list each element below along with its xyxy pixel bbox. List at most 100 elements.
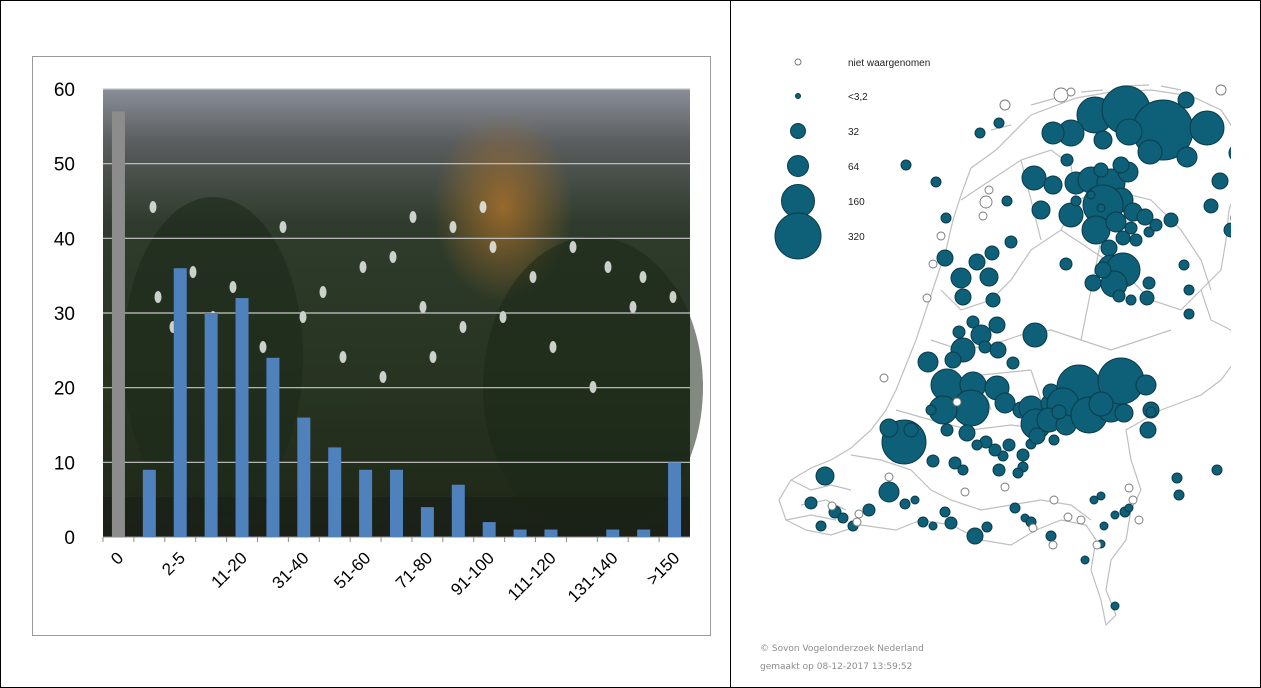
bar-1 — [142, 469, 156, 537]
bar->150 — [668, 462, 682, 537]
observation-marker — [862, 503, 876, 517]
not-observed-marker — [979, 195, 993, 209]
observation-marker — [900, 159, 912, 171]
observation-marker — [948, 456, 962, 470]
observation-marker — [1163, 212, 1179, 228]
observation-marker — [950, 267, 972, 289]
observation-marker — [1096, 203, 1106, 213]
observation-marker — [1070, 195, 1082, 207]
observation-marker — [1105, 211, 1127, 233]
observation-marker — [1173, 489, 1185, 501]
observation-marker — [1135, 374, 1157, 396]
observation-marker — [1228, 146, 1231, 160]
observation-marker — [952, 389, 990, 427]
observation-marker — [1009, 502, 1021, 514]
legend-symbol — [774, 212, 822, 260]
not-observed-marker — [936, 231, 946, 241]
observation-marker — [1145, 406, 1157, 418]
not-observed-marker — [1028, 523, 1038, 533]
y-tick-label: 60 — [54, 80, 75, 101]
not-observed-marker — [928, 259, 938, 269]
not-observed-marker — [1124, 483, 1134, 493]
observation-marker — [971, 439, 983, 451]
observation-marker — [1177, 91, 1195, 109]
not-observed-marker — [852, 517, 862, 527]
observation-marker — [940, 423, 954, 437]
observation-marker — [1124, 221, 1138, 235]
bar-41-50 — [328, 447, 342, 537]
observation-marker — [1012, 467, 1024, 479]
not-observed-marker — [1000, 482, 1010, 492]
observation-marker — [1058, 202, 1084, 228]
observation-marker — [899, 498, 911, 510]
observation-marker — [1112, 289, 1126, 303]
bar-21-30 — [266, 357, 280, 537]
x-tick-label: 51-60 — [330, 548, 374, 592]
observation-marker — [1223, 222, 1231, 238]
observation-marker — [940, 212, 952, 224]
observation-marker — [1093, 130, 1113, 150]
observation-marker — [1112, 156, 1130, 174]
observation-marker — [1110, 601, 1120, 611]
observation-marker — [1115, 118, 1143, 146]
bar-91-100 — [482, 522, 496, 537]
observation-marker — [978, 340, 992, 354]
not-observed-marker — [1066, 87, 1076, 97]
not-observed-marker — [1134, 515, 1144, 525]
observation-marker — [1136, 208, 1154, 226]
y-tick-label: 40 — [54, 229, 75, 250]
observation-marker — [984, 245, 1000, 261]
y-tick-label: 10 — [54, 453, 75, 474]
bar-131-140 — [606, 529, 620, 537]
observation-marker — [989, 341, 1007, 359]
not-observed-marker — [827, 501, 837, 511]
observation-marker — [1139, 421, 1157, 439]
not-observed-marker — [952, 397, 962, 407]
histogram-chart: 0 10 20 30 40 50 60 0 2-5 11-20 31-40 51-60 71-80 91… — [54, 80, 703, 606]
y-tick-label: 30 — [54, 304, 75, 325]
observation-marker — [988, 316, 1006, 334]
x-tick-label: 91-100 — [447, 548, 498, 599]
observation-marker — [1028, 427, 1046, 445]
observation-marker — [994, 392, 1016, 414]
not-observed-marker — [1049, 495, 1059, 505]
observation-marker — [1124, 503, 1134, 513]
observation-marker — [958, 424, 976, 442]
not-observed-marker — [854, 509, 864, 519]
bar-11-20 — [235, 298, 249, 537]
observation-marker — [957, 464, 969, 476]
observation-marker — [1139, 290, 1155, 306]
observation-marker — [917, 516, 929, 528]
observation-marker — [997, 450, 1009, 462]
observation-marker — [878, 481, 900, 503]
observation-marker — [1084, 274, 1102, 292]
not-observed-marker — [879, 373, 889, 383]
not-observed-marker — [884, 472, 894, 482]
observation-marker — [1183, 308, 1195, 320]
bar-61-70 — [390, 469, 403, 537]
observation-marker — [1001, 195, 1013, 207]
observation-marker — [1043, 175, 1063, 195]
not-observed-marker — [1076, 515, 1086, 525]
legend-label: 32 — [848, 127, 860, 138]
not-observed-marker — [1128, 495, 1138, 505]
observation-marker — [1176, 146, 1198, 168]
x-tick-label: 71-80 — [392, 548, 436, 592]
observation-marker — [1149, 218, 1163, 232]
observation-marker — [979, 267, 999, 287]
observation-marker — [1211, 464, 1223, 476]
panel-divider — [730, 0, 731, 688]
observation-marker — [1031, 200, 1051, 220]
observation-marker — [910, 495, 920, 505]
x-tick-label: 111-120 — [504, 548, 560, 604]
observation-dots — [804, 84, 1231, 611]
observation-marker — [954, 288, 972, 306]
observation-marker — [928, 521, 938, 531]
observation-marker — [1203, 198, 1219, 214]
bar-0 — [111, 111, 125, 538]
observation-marker — [992, 463, 1006, 477]
legend-symbol — [794, 58, 802, 66]
observation-marker — [1094, 261, 1112, 279]
observation-marker — [1110, 510, 1120, 520]
not-observed-marker — [960, 487, 970, 497]
